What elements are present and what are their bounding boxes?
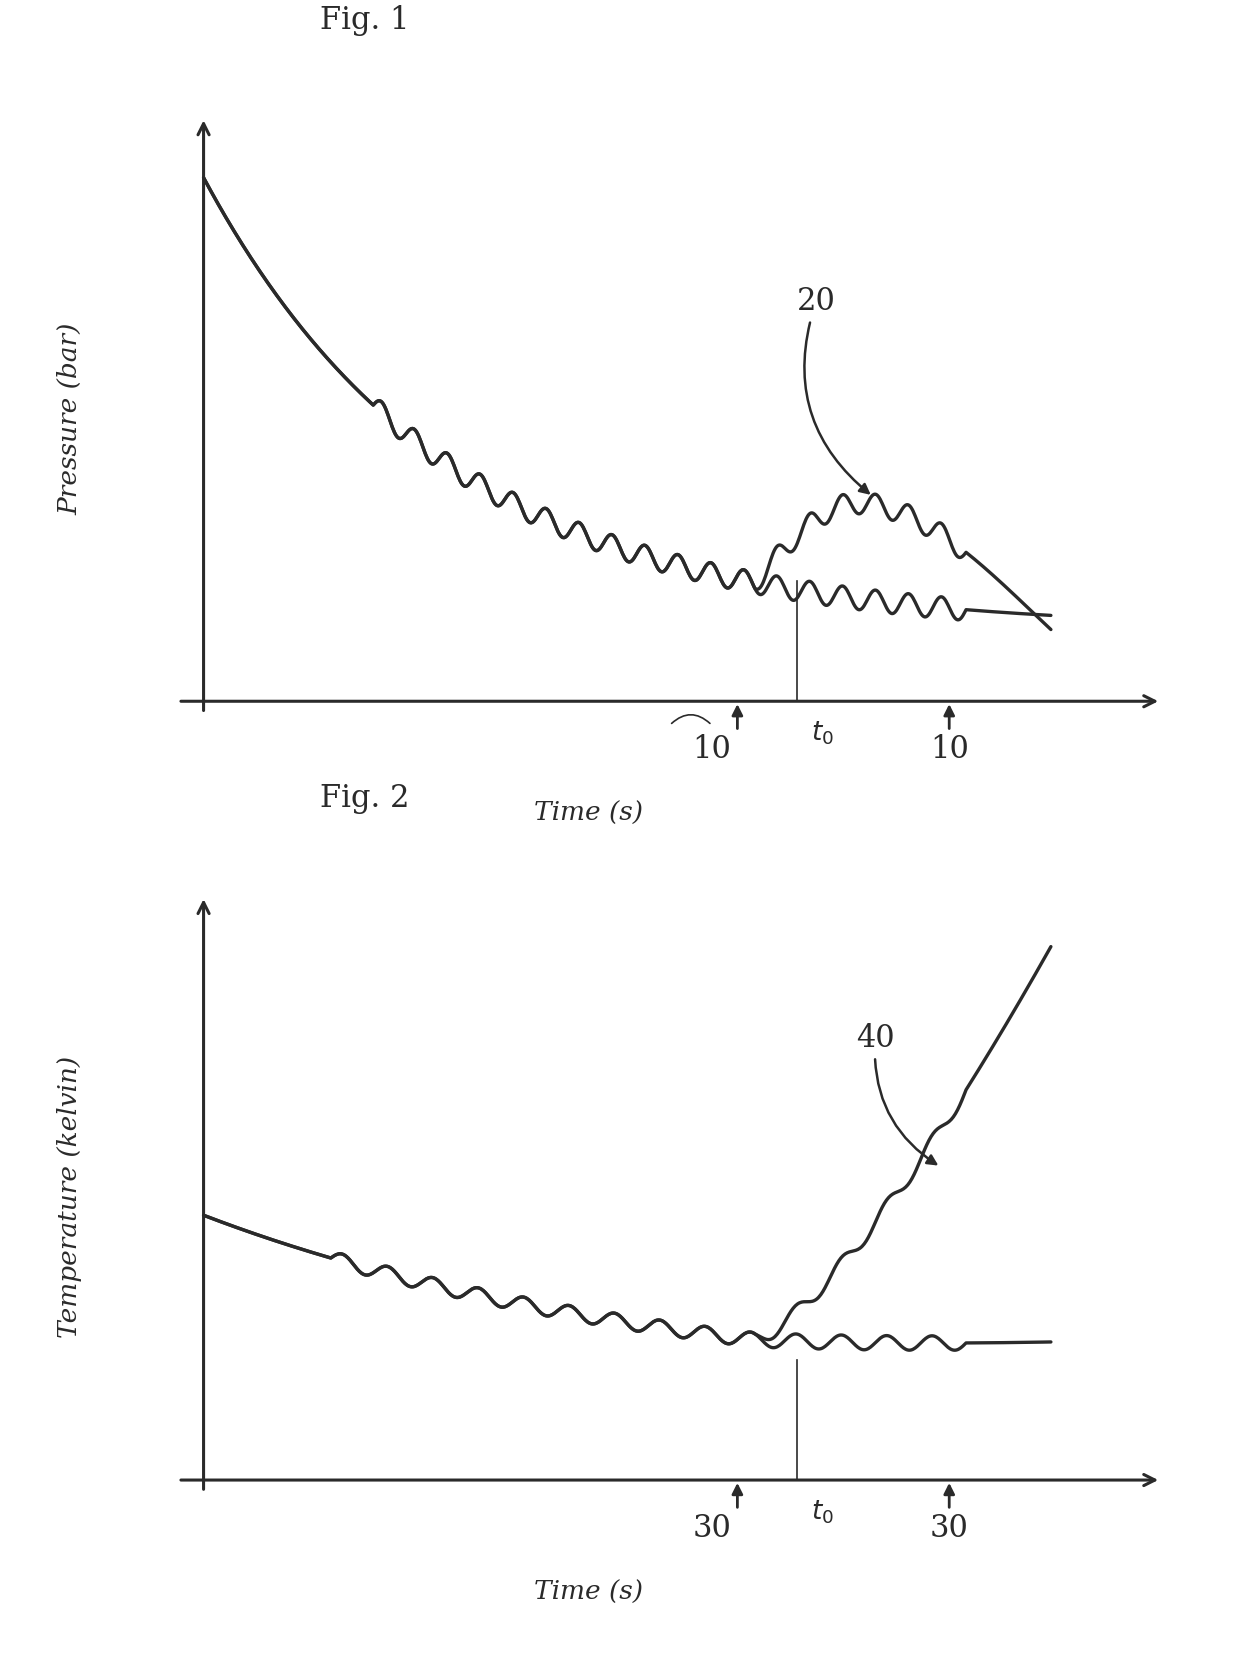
Text: 30: 30 [930, 1513, 968, 1544]
Text: $t_0$: $t_0$ [811, 1498, 833, 1526]
Text: Time (s): Time (s) [533, 1581, 642, 1606]
Text: 10: 10 [930, 734, 968, 766]
Text: Temperature (kelvin): Temperature (kelvin) [57, 1056, 82, 1339]
Text: 30: 30 [692, 1513, 732, 1544]
Text: Fig. 1: Fig. 1 [320, 5, 409, 35]
Text: 10: 10 [692, 734, 732, 766]
Text: Fig. 2: Fig. 2 [320, 784, 409, 814]
Text: 40: 40 [856, 1022, 936, 1165]
Text: Time (s): Time (s) [533, 800, 642, 827]
Text: Pressure (bar): Pressure (bar) [57, 321, 82, 515]
Text: $t_0$: $t_0$ [811, 719, 833, 747]
Text: 20: 20 [796, 287, 869, 494]
